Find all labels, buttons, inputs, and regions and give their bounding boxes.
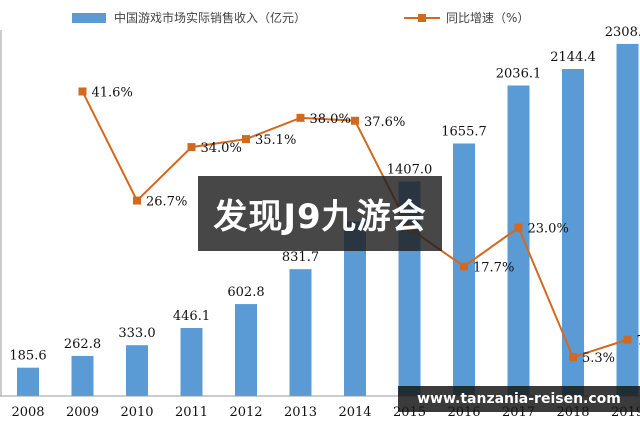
watermark-banner: 发现J9九游会 (198, 176, 442, 251)
x-tick-2010: 2010 (120, 405, 153, 420)
legend-bar-label: 中国游戏市场实际销售收入（亿元） (114, 10, 306, 25)
x-tick-2009: 2009 (66, 405, 99, 420)
growth-point-2010 (133, 196, 141, 205)
growth-point-2016 (460, 262, 468, 271)
growth-label-2011: 34.0% (201, 141, 242, 156)
bar-2017 (507, 85, 530, 396)
x-tick-2013: 2013 (284, 405, 317, 420)
bar-value-label-2016: 1655.7 (441, 125, 487, 140)
x-tick-2008: 2008 (11, 405, 44, 420)
watermark-url-badge: www.tanzania-reisen.com (398, 386, 640, 412)
x-tick-2012: 2012 (229, 405, 262, 420)
legend-bar-swatch (72, 13, 106, 23)
growth-label-2009: 41.6% (92, 85, 133, 100)
bar-2019 (616, 43, 639, 397)
growth-label-2018: 5.3% (582, 351, 615, 366)
bar-2013 (289, 269, 312, 396)
bar-2018 (562, 68, 584, 396)
growth-point-2019 (623, 335, 632, 344)
bar-2014 (344, 221, 366, 396)
bar-2009 (71, 355, 94, 396)
growth-line-series: 41.6% 26.7% 34.0% 35.1% 38.0% 37.6% 17.7% 23.0%… (78, 85, 640, 366)
growth-label-2017: 23.0% (528, 222, 569, 237)
bar-value-label-2008: 185.6 (9, 349, 46, 364)
bar-value-label-2010: 333.0 (118, 326, 155, 341)
bar-value-label-2013: 831.7 (282, 250, 319, 265)
bar-2012 (235, 304, 257, 396)
growth-point-2017 (514, 223, 523, 232)
growth-label-2019: 7. (637, 334, 640, 349)
watermark-url-text: www.tanzania-reisen.com (417, 391, 621, 407)
legend-line-label: 同比增速（%） (446, 11, 529, 25)
chart-legend: 中国游戏市场实际销售收入（亿元） 同比增速（%） (72, 10, 529, 25)
growth-point-2018 (569, 353, 577, 362)
bar-2008 (17, 367, 39, 396)
bar-2011 (180, 327, 203, 396)
growth-label-2013: 38.0% (310, 112, 351, 127)
bar-series (17, 43, 639, 397)
watermark-banner-text: 发现J9九游会 (213, 197, 427, 237)
bar-2010 (126, 345, 148, 396)
growth-point-2014 (351, 116, 359, 125)
bar-value-labels: 185.6 262.8 333.0 446.1 602.8 831.7 1407.0 1655… (9, 25, 640, 364)
growth-point-2013 (296, 113, 305, 122)
bar-value-label-2009: 262.8 (64, 337, 101, 352)
bar-value-label-2012: 602.8 (227, 285, 264, 300)
growth-point-2012 (242, 135, 250, 144)
bar-value-label-2011: 446.1 (173, 309, 210, 324)
bar-value-label-2017: 2036.1 (496, 66, 542, 81)
bar-value-label-2015: 1407.0 (387, 162, 433, 177)
growth-point-2009 (78, 87, 87, 96)
x-tick-2014: 2014 (338, 405, 371, 420)
bar-value-label-2018: 2144.4 (550, 50, 596, 65)
growth-label-2012: 35.1% (255, 133, 296, 148)
growth-label-2016: 17.7% (473, 260, 514, 275)
legend-line-marker (418, 14, 426, 22)
x-tick-2011: 2011 (175, 405, 208, 420)
bar-value-label-2019: 2308.8 (605, 25, 640, 40)
growth-label-2010: 26.7% (146, 195, 187, 210)
growth-point-2011 (187, 143, 196, 152)
growth-label-2014: 37.6% (364, 115, 405, 130)
